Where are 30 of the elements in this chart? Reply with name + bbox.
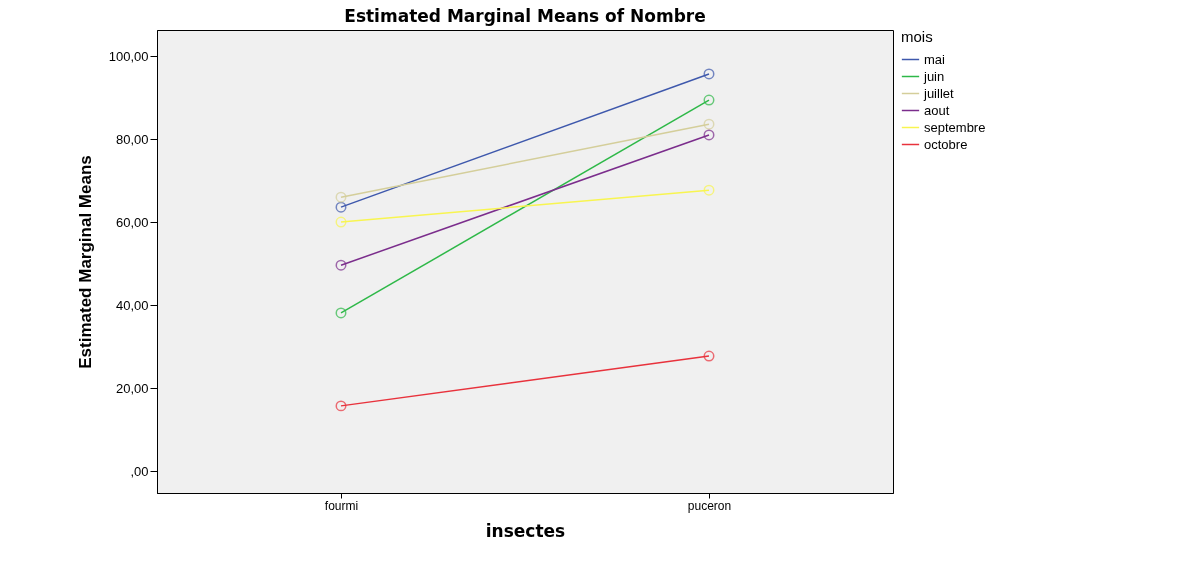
point [703, 118, 715, 130]
y-tick-label: 40,00 [115, 297, 149, 313]
y-tick-label: 80,00 [115, 131, 149, 147]
point [335, 259, 347, 271]
y-axis-title: Estimated Marginal Means [75, 155, 95, 369]
x-tick-label: puceron [687, 498, 732, 513]
point [703, 350, 715, 362]
legend-label: septembre [924, 119, 986, 135]
point [703, 94, 715, 106]
point [335, 307, 347, 319]
legend-label: juin [923, 68, 945, 84]
point [335, 201, 347, 213]
point [335, 216, 347, 228]
legend-label: juillet [923, 85, 955, 101]
legend-label: octobre [924, 136, 968, 152]
point [703, 129, 715, 141]
y-tick-label: 100,00 [108, 48, 149, 64]
y-tick-label: ,00 [130, 463, 149, 479]
legend-title: mois [901, 28, 933, 45]
chart-title: Estimated Marginal Means of Nombre [344, 6, 706, 26]
y-tick-label: 20,00 [115, 380, 149, 396]
point [335, 400, 347, 412]
legend-label: mai [924, 51, 946, 67]
x-axis-title: insectes [485, 520, 566, 541]
point [703, 68, 715, 80]
x-tick-label: fourmi [324, 498, 359, 513]
point [703, 184, 715, 196]
point [335, 191, 347, 203]
legend-label: aout [924, 102, 950, 118]
y-tick-label: 60,00 [115, 214, 149, 230]
